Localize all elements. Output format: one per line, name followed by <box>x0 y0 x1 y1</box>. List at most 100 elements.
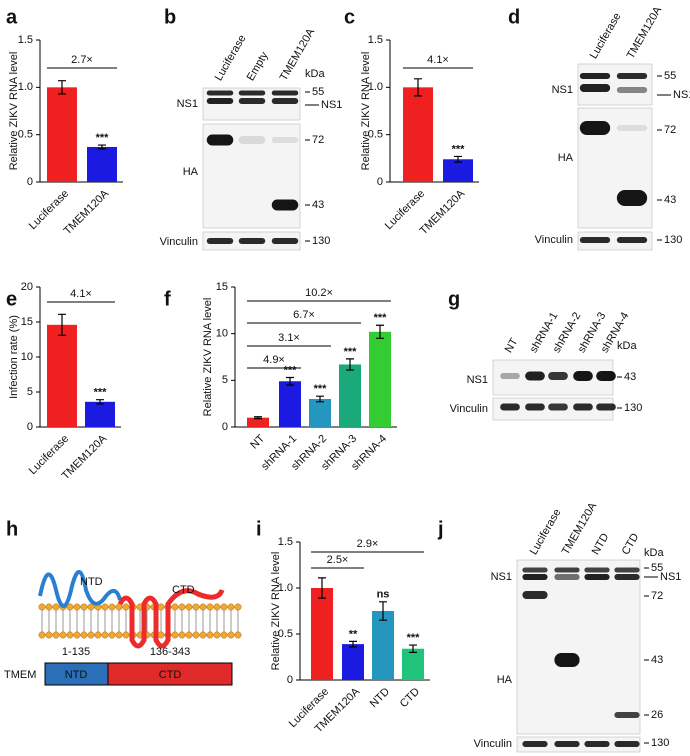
lipid-head <box>192 631 200 639</box>
row-label: HA <box>497 674 513 686</box>
kda-label: kDa <box>617 340 637 352</box>
band <box>271 199 299 211</box>
lipid-head <box>66 603 74 611</box>
lipid-head <box>122 603 130 611</box>
lipid-head <box>178 631 186 639</box>
significance: *** <box>407 632 421 644</box>
band <box>614 574 640 580</box>
bar <box>403 87 433 182</box>
row-label: NS1 <box>177 98 198 110</box>
panel-letter: e <box>6 288 17 310</box>
lipid-head <box>73 603 81 611</box>
y-tick-label: 10 <box>216 328 228 340</box>
lipid-head <box>108 603 116 611</box>
kda-label: kDa <box>644 547 664 559</box>
fold-change: 4.1× <box>70 288 92 300</box>
lipid-head <box>101 603 109 611</box>
lipid-head <box>115 603 123 611</box>
panel-letter: c <box>344 6 355 28</box>
lane-label: Empty <box>245 50 271 83</box>
panel-letter: b <box>164 6 176 28</box>
lipid-head <box>213 603 221 611</box>
y-tick-label: 0 <box>287 674 293 686</box>
ctd-chain <box>117 588 225 649</box>
lipid-head <box>87 603 95 611</box>
band <box>584 741 610 747</box>
row-label: NS1 <box>491 571 512 583</box>
band <box>614 712 640 718</box>
band <box>573 403 593 411</box>
bar <box>342 644 364 680</box>
error-bar <box>346 358 354 371</box>
bar <box>443 159 473 182</box>
marker-label: 130 <box>664 234 682 246</box>
ntd-label: NTD <box>80 576 103 588</box>
band <box>584 574 610 580</box>
row-label: Vinculin <box>450 403 488 415</box>
marker-label: NS1 <box>673 89 690 101</box>
significance: *** <box>374 312 388 324</box>
band <box>206 90 234 96</box>
blot-frame <box>577 231 653 251</box>
lipid-head <box>213 631 221 639</box>
band <box>616 237 648 243</box>
band <box>522 574 548 580</box>
y-tick-label: 1.0 <box>18 81 33 93</box>
ctd-label: CTD <box>172 584 195 596</box>
lipid-head <box>59 631 67 639</box>
blot-frame <box>516 559 641 735</box>
lipid-head <box>80 631 88 639</box>
band <box>616 190 648 206</box>
band <box>614 567 640 573</box>
lipid-head <box>157 631 165 639</box>
lipid-head <box>234 631 242 639</box>
y-tick-label: 0 <box>27 421 33 433</box>
band <box>616 73 648 79</box>
lane-label: Luciferase <box>588 11 624 61</box>
y-tick-label: 0.5 <box>278 628 293 640</box>
significance: ns <box>377 589 390 601</box>
panel-letter: i <box>256 518 262 540</box>
band <box>579 84 611 92</box>
marker-label: 43 <box>312 199 324 211</box>
marker-label: 130 <box>651 737 669 749</box>
fold-change: 4.1× <box>427 54 449 66</box>
error-bar <box>316 395 324 403</box>
band <box>554 653 580 667</box>
lipid-head <box>199 631 207 639</box>
band <box>554 567 580 573</box>
band <box>271 98 299 104</box>
domain-label: CTD <box>159 669 182 681</box>
lipid-head <box>234 603 242 611</box>
row-label: NS1 <box>552 84 573 96</box>
bar <box>279 381 301 427</box>
band <box>525 371 545 381</box>
error-bar <box>98 144 106 150</box>
band <box>206 238 234 244</box>
lipid-head <box>101 631 109 639</box>
kda-label: kDa <box>305 68 325 80</box>
lipid-head <box>220 603 228 611</box>
lipid-head <box>45 631 53 639</box>
y-tick-label: 10 <box>21 351 33 363</box>
error-bar <box>454 155 462 163</box>
marker-label: NS1 <box>660 571 681 583</box>
lipid-head <box>171 631 179 639</box>
x-tick-label: NTD <box>368 686 393 711</box>
y-tick-label: 0.5 <box>368 129 383 141</box>
band <box>584 567 610 573</box>
significance: ** <box>349 628 358 640</box>
y-tick-label: 5 <box>27 386 33 398</box>
band <box>271 238 299 244</box>
lipid-head <box>52 631 60 639</box>
lipid-head <box>185 603 193 611</box>
y-axis-label: Infection rate (%) <box>8 315 20 399</box>
lipid-head <box>38 603 46 611</box>
marker-label: 43 <box>664 194 676 206</box>
fold-change: 2.5× <box>327 554 349 566</box>
lipid-head <box>171 603 179 611</box>
lipid-head <box>66 631 74 639</box>
lane-label: Luciferase <box>213 33 249 83</box>
error-bar <box>286 376 294 386</box>
marker-label: 55 <box>651 562 663 574</box>
